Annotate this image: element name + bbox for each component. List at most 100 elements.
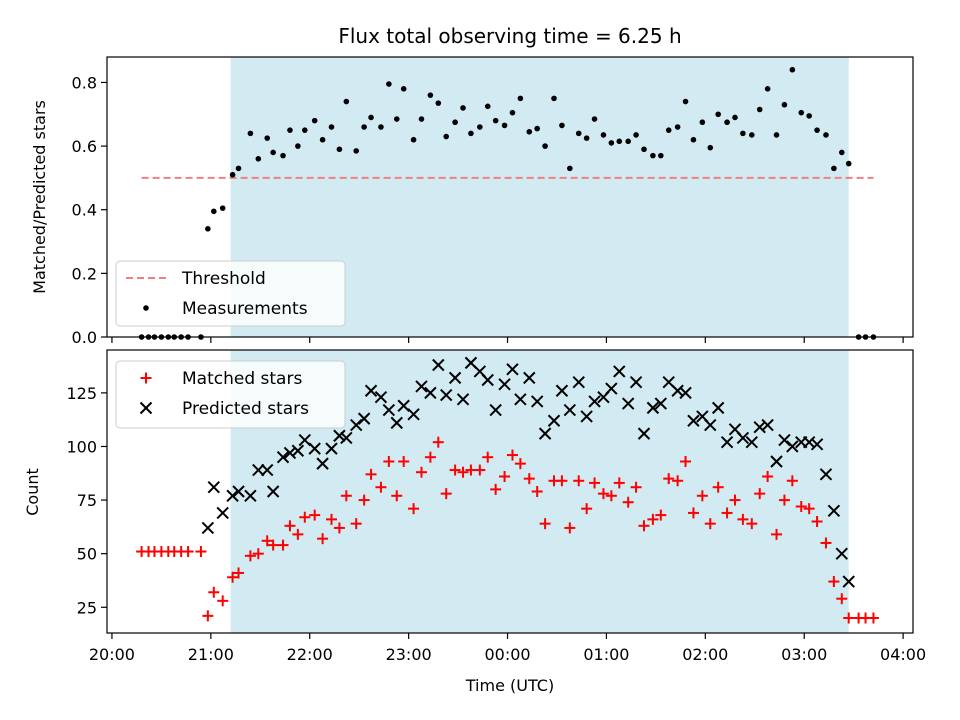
cross-b [216,506,229,520]
predicted-star-point [432,358,445,372]
predicted-star-point [266,485,280,498]
predicted-star-point [629,375,643,389]
cross-b [679,386,692,400]
cross-b [827,504,841,518]
cross-b [232,485,245,498]
top-legend-box [115,260,346,327]
cross-b [424,386,437,400]
cross-b [835,547,849,560]
legend-label: Matched stars [182,369,302,389]
predicted-star-point [261,463,274,477]
predicted-star-point [687,414,700,427]
matched-star-point [365,468,377,480]
measurement-point [393,116,400,122]
cross-b [786,440,799,453]
predicted-star-point [506,363,519,376]
x-axis-label: Time (UTC) [465,676,554,695]
top-y-tick-label: 0.4 [72,201,97,220]
predicted-star-point [382,403,396,417]
cross-b [448,371,462,385]
measurement-point [690,136,697,143]
measurement-point [353,148,360,154]
cross-b [456,393,470,406]
matched-star-point [613,477,625,489]
predicted-star-point [802,435,816,449]
measurement-point [343,98,350,105]
predicted-star-point [621,397,635,410]
matched-star-point [754,488,766,500]
cross-b [629,375,643,389]
matched-star-point [672,475,684,487]
matched-star-point [514,458,526,470]
top-y-tick-label: 0.2 [72,264,97,283]
cross-b [637,427,651,440]
measurement-point [460,105,466,111]
measurement-point [295,143,301,149]
matched-star-point [712,481,724,493]
cross-b [572,375,585,389]
cross-b [538,427,552,440]
matched-star-point [811,516,823,528]
measurement-point [255,156,262,162]
x-tick-label: 03:00 [781,645,827,664]
matched-star-point [746,518,758,530]
measurement-point [301,127,308,133]
matched-star-point [605,490,617,502]
predicted-star-point [810,438,824,451]
bottom-y-tick-label: 100 [66,437,97,456]
cross-b [555,384,569,397]
measurement-point [608,140,615,146]
measurement-point [443,133,450,140]
predicted-star-point [770,455,783,468]
predicted-star-point [555,384,569,397]
matched-star-point [721,507,733,519]
predicted-star-point [489,403,502,417]
matched-star-point [482,451,494,463]
cross-b [580,410,593,423]
legend-measurement-swatch [143,305,149,311]
matched-star-point [647,513,659,525]
matched-star-point [704,518,716,530]
matched-star-point [523,473,535,485]
predicted-star-point [523,371,536,385]
cross-b [244,489,257,502]
top-y-tick-label: 0.6 [72,137,97,156]
bottom-y-tick-label: 50 [77,545,97,564]
measurement-point [806,113,812,119]
cross-b [728,423,742,436]
measurement-point [707,144,714,151]
cross-b [778,433,791,447]
legend-predicted-swatch [139,401,153,415]
matched-star-point [432,436,444,448]
cross-b [481,373,494,387]
cross-b [261,463,274,477]
measurement-point [427,92,434,98]
matched-star-point [340,490,352,502]
measurement-point [378,124,384,130]
cross-b [770,455,783,468]
matched-star-point [317,533,329,545]
measurement-point [517,95,524,102]
predicted-star-point [276,450,290,464]
cross-b [139,401,153,415]
measurement-point [435,100,442,106]
matched-star-point [398,455,410,467]
cross-b [252,463,265,477]
x-tick-label: 23:00 [386,645,432,664]
x-tick-label: 04:00 [880,645,926,664]
cross-b [711,401,725,415]
measurement-point [781,101,788,108]
measurement-point [542,143,548,149]
cross-b [440,388,453,402]
measurement-point [534,125,540,132]
predicted-star-point [745,435,759,449]
cross-b [498,378,511,391]
measurement-point [575,130,582,137]
cross-b [753,420,766,434]
measurement-point [600,132,607,138]
top-axes-frame [106,56,914,338]
matched-star-point [655,509,667,521]
predicted-star-point [819,468,833,481]
cross-b [696,410,709,423]
cross-b [415,380,428,393]
